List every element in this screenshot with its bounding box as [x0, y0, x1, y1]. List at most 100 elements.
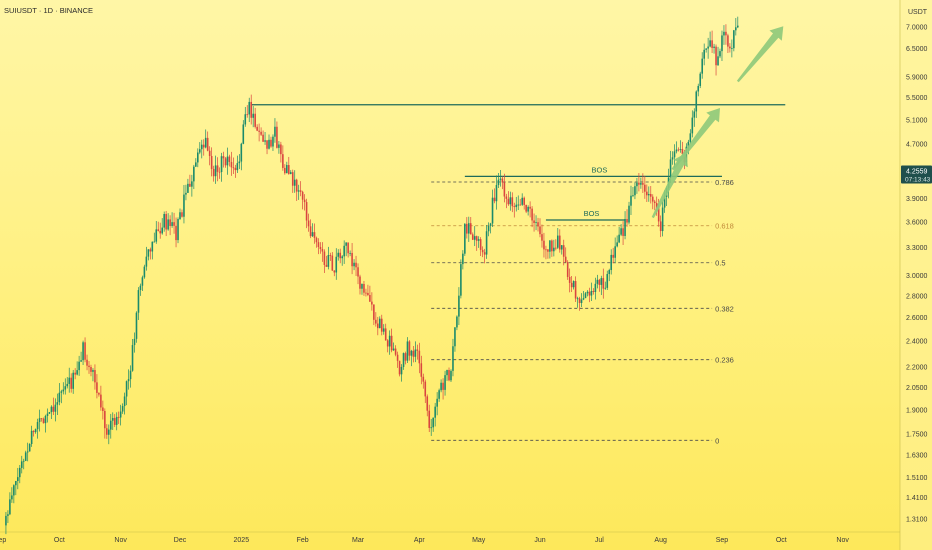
candle-body [618, 234, 620, 243]
candle-body [351, 252, 353, 267]
candle-body [442, 382, 444, 390]
candle-body [606, 274, 609, 288]
candle-body [56, 402, 59, 405]
candle-body [503, 182, 506, 197]
candle-body [137, 290, 140, 313]
candle-body [179, 212, 181, 220]
candle-body [406, 341, 409, 361]
y-tick-label: 1.7500 [906, 432, 928, 439]
candle-body [699, 73, 702, 86]
candle-body [521, 197, 523, 205]
candle-body [410, 350, 413, 356]
candle-body [388, 335, 391, 347]
candle-body [717, 56, 719, 66]
candle-body [155, 229, 158, 242]
candle-body [527, 206, 529, 212]
candle-body [5, 515, 7, 526]
candle-body [543, 240, 545, 250]
candle-body [44, 415, 47, 424]
candle-body [115, 416, 118, 425]
candle-body [440, 382, 442, 391]
candle-body [386, 340, 389, 347]
candle-body [131, 345, 134, 371]
candle-body [264, 140, 266, 142]
candle-body [725, 31, 727, 36]
candle-body [663, 196, 666, 208]
candle-body [737, 25, 739, 28]
candle-body [408, 341, 411, 356]
candle-body [636, 182, 638, 187]
y-tick-label: 2.0500 [906, 385, 928, 392]
candle-body [568, 276, 571, 283]
candle-body [125, 381, 128, 397]
y-tick-label: 3.6000 [906, 220, 928, 227]
candle-body [220, 156, 223, 172]
candle-body [499, 178, 502, 180]
candle-body [511, 197, 514, 207]
candle-body [36, 422, 39, 430]
candle-body [266, 140, 268, 149]
candle-body [733, 30, 735, 49]
candle-body [224, 158, 227, 166]
bos-label: BOS [584, 209, 600, 218]
candle-body [428, 410, 431, 428]
candle-body [562, 245, 565, 257]
candle-body [416, 349, 419, 351]
y-tick-label: 3.3000 [906, 245, 928, 252]
candle-body [434, 406, 436, 418]
candle-body [42, 418, 45, 424]
candle-body [555, 247, 557, 249]
candle-body [248, 101, 251, 115]
chart-title: SUIUSDT · 1D · BINANCE [4, 6, 93, 15]
candle-body [145, 256, 148, 267]
candle-body [380, 318, 383, 332]
candle-body [183, 194, 185, 217]
candle-body [545, 249, 547, 251]
candle-body [181, 212, 183, 217]
candle-body [343, 245, 345, 257]
candle-body [297, 190, 300, 192]
x-tick-label: Aug [654, 537, 667, 544]
candle-body [549, 240, 551, 252]
candle-body [495, 185, 498, 202]
fib-level-label: 0 [715, 436, 719, 445]
candle-body [590, 291, 593, 296]
candle-body [481, 249, 484, 253]
candle-body [466, 223, 468, 234]
candle-body [113, 417, 116, 425]
y-tick-label: 3.0000 [906, 273, 928, 280]
candle-body [337, 252, 340, 257]
candle-body [74, 372, 76, 375]
candle-body [244, 114, 247, 125]
candle-body [687, 141, 690, 147]
candle-body [151, 241, 154, 252]
candle-body [307, 220, 310, 227]
x-tick-label: Apr [414, 537, 426, 544]
candle-body [537, 222, 539, 227]
candle-body [586, 291, 589, 294]
candle-body [424, 381, 427, 397]
candle-body [331, 255, 334, 271]
candle-body [558, 235, 561, 250]
candle-body [94, 370, 96, 383]
x-tick-label: Oct [776, 537, 787, 544]
candle-body [9, 499, 11, 515]
candle-body [210, 155, 213, 169]
x-tick-label: Nov [114, 537, 127, 544]
price-countdown: 07:13:43 [905, 176, 931, 183]
candle-body [436, 398, 438, 407]
candle-body [250, 101, 253, 118]
candle-body [355, 262, 357, 268]
candle-body [222, 156, 225, 159]
candle-body [426, 396, 429, 411]
candle-body [604, 287, 607, 289]
candle-body [446, 370, 448, 376]
candle-body [398, 360, 401, 375]
candle-body [361, 283, 363, 289]
candle-body [723, 31, 725, 36]
candle-body [22, 460, 25, 462]
candle-body [570, 282, 573, 288]
candle-body [309, 226, 312, 237]
y-tick-label: 1.4100 [906, 495, 928, 502]
candle-body [195, 162, 197, 167]
